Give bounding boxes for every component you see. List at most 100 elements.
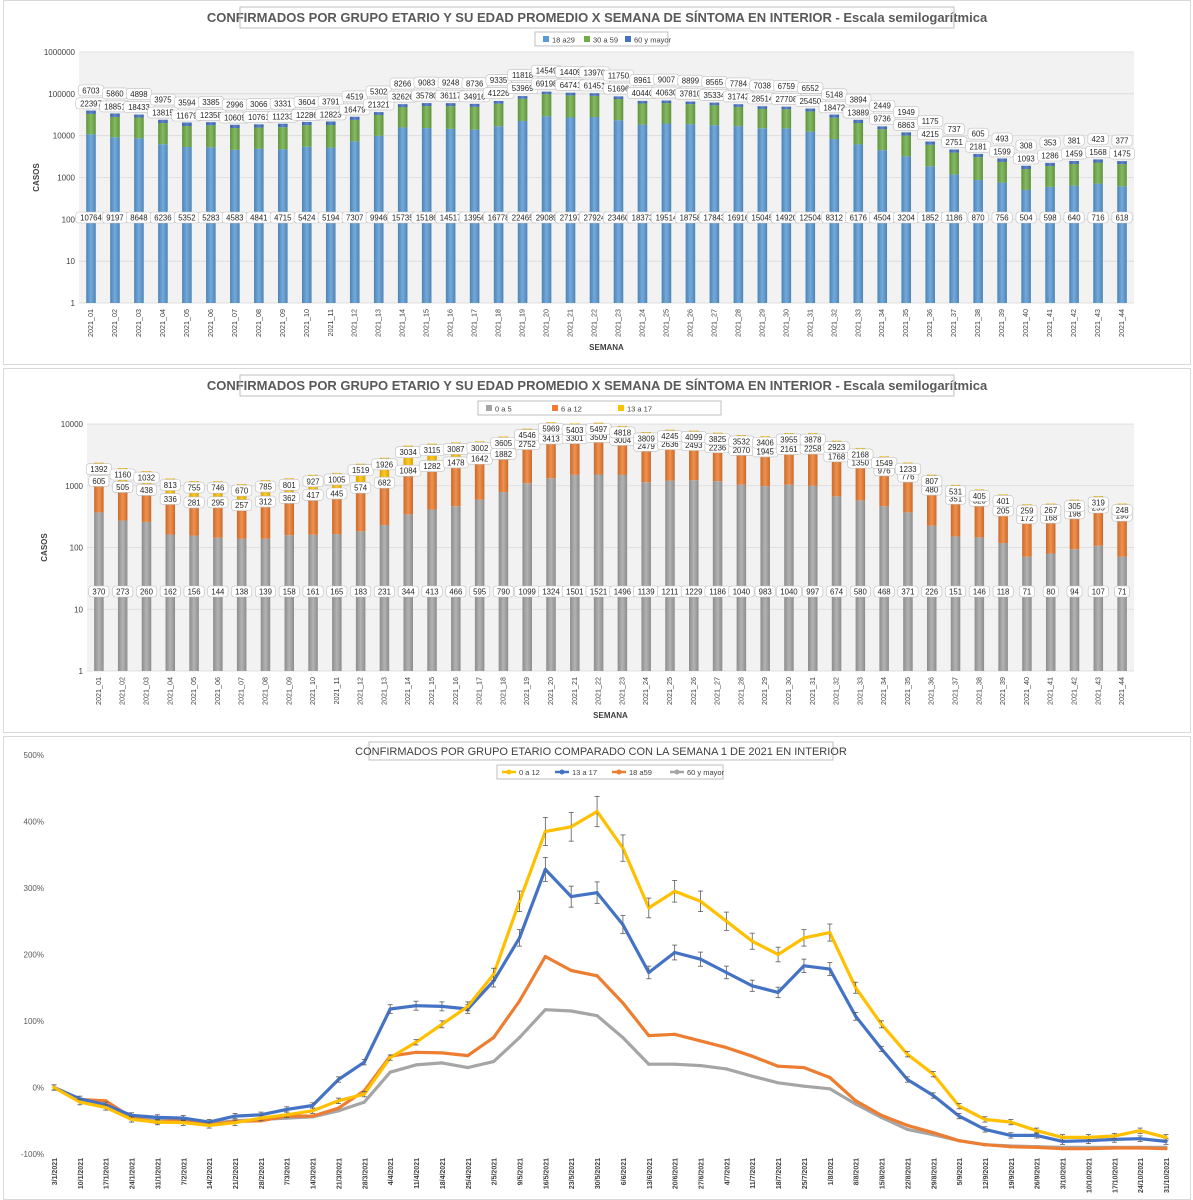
data-label-box (421, 585, 443, 598)
bar-60-y-mayor (254, 124, 264, 128)
title-box (239, 6, 955, 29)
data-label: 6236 (154, 214, 171, 223)
x-axis-label: SEMANA (589, 343, 624, 352)
data-label: 9248 (442, 79, 459, 88)
bar-60-y-mayor (949, 149, 959, 153)
data-point (776, 1081, 780, 1085)
data-label: 4898 (130, 90, 147, 99)
data-label: 5860 (106, 89, 124, 98)
data-label: 1093 (1017, 154, 1034, 163)
data-label: 18373 (632, 214, 654, 223)
bar-18-a29 (541, 116, 552, 303)
data-label-box (255, 495, 276, 508)
data-label-box (231, 484, 253, 497)
x-tick-label: 2021_40 (1022, 677, 1031, 705)
x-tick-label: 18/7/2021 (776, 1158, 783, 1189)
data-point (905, 1077, 909, 1082)
data-label: 71 (1023, 588, 1032, 597)
data-label-box (469, 585, 491, 598)
data-label: 413 (426, 588, 439, 597)
x-tick-label: 2021_38 (973, 309, 982, 337)
x-tick-label: 13/6/2021 (647, 1158, 654, 1189)
x-tick-label: 27/6/2021 (699, 1158, 706, 1189)
data-label: 670 (235, 487, 249, 496)
data-label: 14549 (536, 67, 558, 76)
data-label: 445 (330, 490, 344, 499)
data-point (776, 952, 780, 957)
bar-18-a29 (973, 180, 983, 303)
data-label: 927 (307, 477, 320, 486)
bar-18-a29 (901, 156, 912, 303)
x-tick-label: 2021_43 (1093, 309, 1102, 337)
data-label: 1926 (376, 460, 393, 469)
x-tick-label: 4/4/2021 (388, 1158, 395, 1185)
data-label: 4818 (614, 428, 631, 437)
data-point (931, 1131, 935, 1135)
bar-0-a-5 (236, 538, 247, 671)
data-label: 480 (925, 486, 939, 495)
chart-panel-3: CONFIRMADOS POR GRUPO ETARIO COMPARADO C… (3, 736, 1191, 1200)
data-label: 2161 (780, 445, 797, 454)
data-label: 1175 (922, 117, 939, 126)
x-tick-label: 2021_08 (254, 309, 263, 337)
data-point (259, 1116, 263, 1120)
data-point (285, 1113, 289, 1117)
data-point (543, 1008, 547, 1012)
bar-60-y-mayor (301, 121, 312, 126)
data-label: 10609 (224, 114, 246, 123)
bar-6-a-12 (403, 476, 413, 515)
legend-box (496, 764, 724, 780)
bar-30-a-59 (1045, 165, 1055, 187)
data-label-box (373, 476, 395, 489)
data-label: 8961 (634, 76, 651, 85)
bar-60-y-mayor (997, 158, 1007, 162)
x-tick-label: 2021_16 (451, 677, 460, 705)
data-label: 15186 (416, 214, 438, 223)
legend-label: 13 a 17 (627, 405, 652, 414)
x-tick-label: 21/3/2021 (336, 1158, 343, 1189)
data-label: 40440 (632, 89, 654, 98)
bar-30-a-59 (637, 103, 648, 125)
bar-6-a-12 (1069, 518, 1080, 550)
x-tick-label: 2021_04 (165, 677, 174, 705)
x-tick-label: 2021_23 (613, 309, 622, 337)
data-label: 308 (1020, 141, 1033, 150)
bar-6-a-12 (903, 482, 913, 513)
data-label: 2752 (519, 440, 536, 449)
line-chart: CONFIRMADOS POR GRUPO ETARIO COMPARADO C… (21, 741, 1171, 1193)
data-point (983, 1127, 987, 1131)
data-label: 2449 (874, 102, 891, 111)
data-label: 1568 (1089, 148, 1106, 157)
data-label: 5424 (298, 214, 316, 223)
x-tick-label: 2021_02 (118, 677, 127, 705)
data-label-box (136, 585, 157, 598)
data-label: 1139 (638, 588, 655, 597)
data-point (750, 1074, 754, 1078)
bar-18-a29 (949, 174, 959, 303)
data-label: 2479 (638, 442, 655, 451)
x-tick-label: 2021_05 (182, 309, 191, 337)
data-point (569, 1009, 573, 1013)
x-tick-label: 2021_32 (829, 309, 838, 337)
data-label-box (968, 490, 990, 502)
data-label: 4583 (226, 214, 243, 223)
data-label: 2493 (685, 441, 702, 450)
bar-30-a-59 (86, 113, 96, 135)
data-label: 259 (1020, 507, 1033, 516)
x-tick-label: 2021_18 (498, 677, 507, 705)
data-label-box (842, 106, 874, 119)
legend-marker (506, 769, 512, 775)
data-point (1035, 1145, 1039, 1149)
bar-13-a-17 (236, 484, 247, 511)
data-point (466, 1004, 470, 1008)
bar-6-a-12 (760, 456, 770, 487)
data-label-box (991, 211, 1013, 224)
data-label-box (992, 585, 1014, 598)
data-label-box (350, 585, 372, 598)
data-point (1138, 1129, 1142, 1133)
data-label: 12823 (320, 110, 342, 119)
bar-30-a-59 (925, 144, 935, 167)
data-label: 1282 (423, 462, 440, 471)
data-label: 6703 (82, 86, 99, 95)
data-point (698, 899, 703, 903)
